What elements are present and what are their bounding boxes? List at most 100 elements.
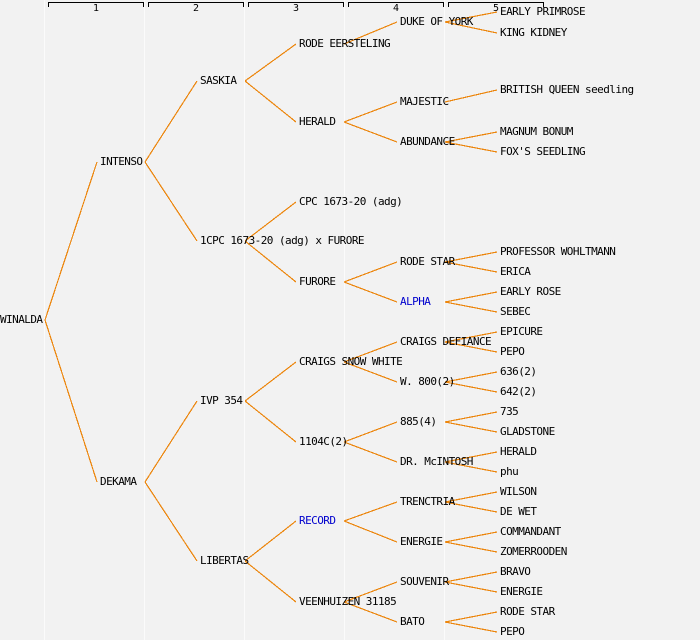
tree-node-saskia: SASKIA <box>200 74 237 87</box>
tree-node-duke-of-york: DUKE OF YORK <box>400 15 473 28</box>
tree-node-record[interactable]: RECORD <box>299 514 336 527</box>
edge-energie-gen4-to-zomerrooden <box>444 541 498 553</box>
tree-node-sebec: SEBEC <box>500 305 531 318</box>
tree-node-early-primrose: EARLY PRIMROSE <box>500 5 586 18</box>
tree-node-energie-gen5: ENERGIE <box>500 585 543 598</box>
tree-node-rode-eersteling: RODE EERSTELING <box>299 37 391 50</box>
tree-node-winalda: WINALDA <box>0 313 43 326</box>
ruler-number: 1 <box>92 3 100 14</box>
tree-node-foxs-seedling: FOX'S SEEDLING <box>500 145 586 158</box>
tree-node-craigs-defiance: CRAIGS DEFIANCE <box>400 335 492 348</box>
tree-node-craigs-snow-white: CRAIGS SNOW WHITE <box>299 355 403 368</box>
column-separator-4 <box>344 0 345 640</box>
tree-node-furore: FURORE <box>299 275 336 288</box>
edge-furore-to-rode-star-gen4 <box>343 261 398 283</box>
tree-node-n885-4: 885(4) <box>400 415 437 428</box>
tree-node-bato: BATO <box>400 615 425 628</box>
tree-node-alpha[interactable]: ALPHA <box>400 295 431 308</box>
tree-node-herald-gen3: HERALD <box>299 115 336 128</box>
edge-winalda-to-intenso <box>44 161 98 321</box>
tree-node-phu: phu <box>500 465 519 478</box>
tree-node-dekama: DEKAMA <box>100 475 137 488</box>
edge-bato-to-pepo-gen5b <box>444 621 498 633</box>
tree-node-trenctria: TRENCTRIA <box>400 495 455 508</box>
edge-bato-to-rode-star-gen5 <box>444 611 498 623</box>
tree-node-early-rose: EARLY ROSE <box>500 285 561 298</box>
tree-node-energie-gen4: ENERGIE <box>400 535 443 548</box>
tree-node-rode-star-gen4: RODE STAR <box>400 255 455 268</box>
ruler-number: 3 <box>292 3 300 14</box>
tree-node-magnum-bonum: MAGNUM BONUM <box>500 125 573 138</box>
edge-n885-4-to-n735 <box>444 411 498 423</box>
tree-node-pepo-gen5a: PEPO <box>500 345 525 358</box>
edge-alpha-to-early-rose <box>444 291 498 303</box>
edge-dekama-to-ivp-354 <box>144 400 198 483</box>
edge-intenso-to-saskia <box>144 80 198 163</box>
edge-libertas-to-veenhuizen-31185 <box>244 560 297 603</box>
column-separator-5 <box>444 0 445 640</box>
edge-saskia-to-herald-gen3 <box>244 80 297 123</box>
tree-node-british-queen-seedling: BRITISH QUEEN seedling <box>500 83 634 96</box>
ruler-bracket-3: 3 <box>248 2 344 14</box>
tree-node-rode-star-gen5: RODE STAR <box>500 605 555 618</box>
edge-libertas-to-record <box>244 520 297 562</box>
tree-node-libertas: LIBERTAS <box>200 554 249 567</box>
ruler-bracket-1: 1 <box>48 2 144 14</box>
edge-winalda-to-dekama <box>44 319 98 483</box>
tree-node-veenhuizen-31185: VEENHUIZEN 31185 <box>299 595 397 608</box>
column-separator-3 <box>244 0 245 640</box>
column-separator-1 <box>44 0 45 640</box>
edge-ivp-354-to-craigs-snow-white <box>244 361 297 402</box>
edge-souvenir-to-bravo <box>444 571 498 583</box>
edge-herald-gen3-to-abundance <box>343 121 398 143</box>
edge-c1104-2-to-dr-mcintosh <box>343 441 398 463</box>
tree-node-king-kidney: KING KIDNEY <box>500 26 567 39</box>
tree-node-dr-mcintosh: DR. McINTOSH <box>400 455 473 468</box>
tree-node-commandant: COMMANDANT <box>500 525 561 538</box>
edge-record-to-energie-gen4 <box>343 520 398 543</box>
ruler-number: 5 <box>492 3 500 14</box>
tree-node-herald-gen5: HERALD <box>500 445 537 458</box>
tree-node-erica: ERICA <box>500 265 531 278</box>
tree-node-c1104-2: 1104C(2) <box>299 435 348 448</box>
tree-node-epicure: EPICURE <box>500 325 543 338</box>
ruler-number: 2 <box>192 3 200 14</box>
tree-node-zomerrooden: ZOMERROODEN <box>500 545 567 558</box>
edge-record-to-trenctria <box>343 501 398 522</box>
tree-node-professor-wohltmann: PROFESSOR WOHLTMANN <box>500 245 616 258</box>
tree-node-cpc-1673-20-adg: CPC 1673-20 (adg) <box>299 195 403 208</box>
edge-herald-gen3-to-majestic <box>343 101 398 123</box>
edge-energie-gen4-to-commandant <box>444 531 498 543</box>
column-separator-2 <box>144 0 145 640</box>
edge-majestic-to-british-queen-seedling <box>444 89 498 103</box>
edge-n885-4-to-gladstone <box>444 421 498 433</box>
tree-node-wilson: WILSON <box>500 485 537 498</box>
ruler-bracket-5: 5 <box>448 2 544 14</box>
tree-node-intenso: INTENSO <box>100 155 143 168</box>
ruler-bracket-4: 4 <box>348 2 444 14</box>
edge-souvenir-to-energie-gen5 <box>444 581 498 593</box>
tree-node-souvenir: SOUVENIR <box>400 575 449 588</box>
ruler-bracket-2: 2 <box>148 2 244 14</box>
tree-node-abundance: ABUNDANCE <box>400 135 455 148</box>
tree-node-bravo: BRAVO <box>500 565 531 578</box>
edge-intenso-to-cpc-cross <box>144 161 198 242</box>
tree-node-n642-2: 642(2) <box>500 385 537 398</box>
tree-node-w-800-2: W. 800(2) <box>400 375 455 388</box>
edge-ivp-354-to-c1104-2 <box>244 400 297 443</box>
tree-node-n735: 735 <box>500 405 519 418</box>
tree-node-de-wet: DE WET <box>500 505 537 518</box>
tree-node-gladstone: GLADSTONE <box>500 425 555 438</box>
tree-node-majestic: MAJESTIC <box>400 95 449 108</box>
edge-dekama-to-libertas <box>144 481 198 562</box>
tree-node-n636-2: 636(2) <box>500 365 537 378</box>
edge-c1104-2-to-n885-4 <box>343 421 398 443</box>
edge-cpc-cross-to-furore <box>244 240 297 283</box>
ruler-number: 4 <box>392 3 400 14</box>
edge-saskia-to-rode-eersteling <box>244 43 297 82</box>
tree-node-ivp-354: IVP 354 <box>200 394 243 407</box>
edge-furore-to-alpha <box>343 281 398 303</box>
edge-alpha-to-sebec <box>444 301 498 313</box>
